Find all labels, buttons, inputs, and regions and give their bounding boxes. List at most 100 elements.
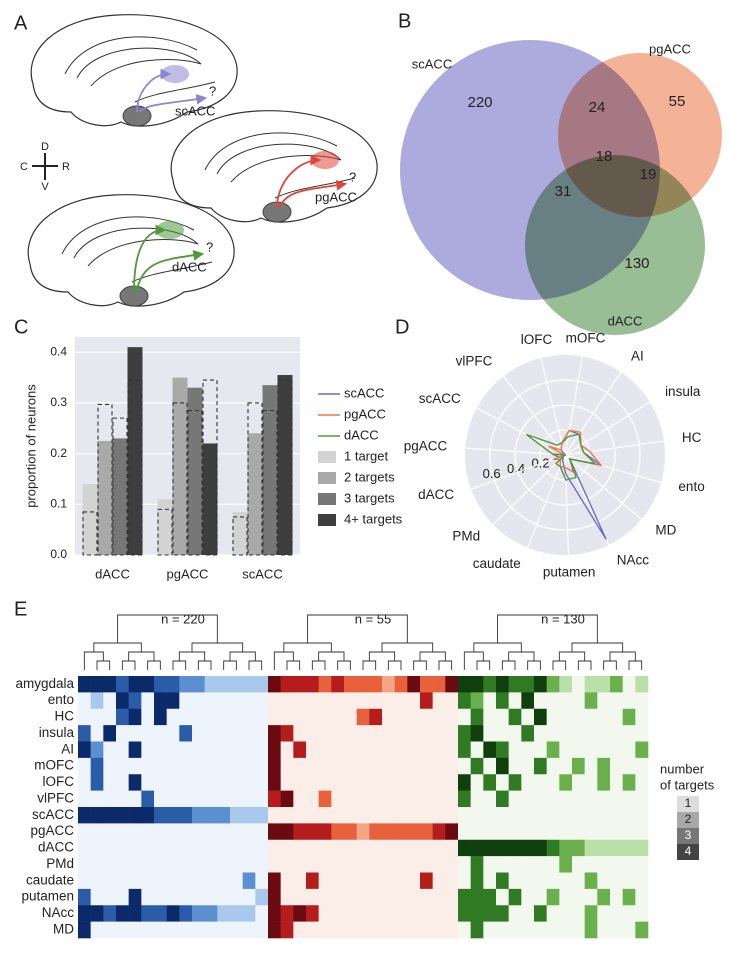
heat-cell — [90, 692, 104, 710]
heat-cell — [445, 692, 459, 710]
heat-cell — [268, 790, 281, 808]
heat-cell — [280, 692, 294, 710]
heat-cell — [559, 872, 573, 890]
heat-cell — [610, 839, 623, 857]
heat-cell — [635, 921, 649, 939]
legend-label: 1 target — [344, 448, 388, 463]
heat-cell — [496, 790, 509, 808]
heat-cell — [192, 790, 205, 808]
heat-cell — [445, 921, 459, 939]
heat-cell — [217, 774, 231, 791]
heat-cell — [420, 757, 433, 775]
heat-cell — [255, 888, 269, 906]
venn-count: 24 — [589, 99, 606, 116]
heat-cell — [407, 790, 421, 808]
heat-cell — [407, 839, 421, 857]
heat-cell — [90, 905, 104, 922]
heat-cell — [584, 741, 598, 759]
x-tick-label: scACC — [242, 566, 282, 581]
bar — [97, 440, 113, 555]
heat-cell — [344, 807, 357, 824]
heat-cell — [331, 856, 345, 873]
heat-cell — [116, 708, 129, 726]
heat-cell — [242, 676, 256, 693]
heat-cell — [584, 839, 598, 857]
row-label: NAcc — [42, 905, 75, 920]
heat-cell — [78, 856, 91, 873]
x-tick-label: dACC — [95, 566, 130, 581]
heat-cell — [496, 708, 509, 726]
heat-cell — [534, 823, 547, 841]
heat-cell — [116, 872, 129, 890]
heat-cell — [128, 823, 142, 841]
heat-cell — [280, 905, 294, 922]
heat-cell — [432, 921, 446, 939]
heat-cell — [534, 741, 547, 759]
heat-cell — [217, 888, 231, 906]
heat-cell — [90, 790, 104, 808]
heat-cell — [90, 807, 104, 824]
heat-cell — [458, 757, 471, 775]
heat-cell — [394, 757, 408, 775]
heat-cell — [622, 692, 636, 710]
heat-cell — [318, 856, 332, 873]
heat-cell — [394, 708, 408, 726]
heat-cell — [103, 807, 117, 824]
heat-cell — [192, 807, 205, 824]
heat-cell — [521, 708, 535, 726]
heat-cell — [470, 905, 484, 922]
heat-cell — [458, 856, 471, 873]
heat-cell — [268, 774, 281, 791]
heat-cell — [293, 823, 307, 841]
heat-cell — [192, 774, 205, 791]
legend-label: scACC — [344, 385, 384, 400]
heat-cell — [369, 823, 383, 841]
heat-cell — [166, 921, 180, 939]
heat-cell — [584, 823, 598, 841]
heat-cell — [217, 708, 231, 726]
bar — [247, 433, 263, 555]
compass-label: R — [62, 161, 70, 173]
heat-cell — [331, 823, 345, 841]
heat-cell — [622, 905, 636, 922]
heat-cell — [78, 823, 91, 841]
heat-cell — [293, 888, 307, 906]
axis-label: PMd — [452, 529, 480, 544]
heat-cell — [635, 807, 649, 824]
row-label: ento — [48, 692, 74, 707]
axis-label: AI — [631, 349, 644, 364]
heat-cell — [268, 741, 281, 759]
heat-cell — [217, 741, 231, 759]
heat-cell — [521, 692, 535, 710]
heat-cell — [394, 905, 408, 922]
heat-cell — [242, 741, 256, 759]
legend-label: 2 targets — [344, 469, 395, 484]
heat-cell — [116, 676, 129, 693]
heat-cell — [546, 823, 560, 841]
heat-cell — [521, 872, 535, 890]
heat-cell — [508, 725, 522, 742]
heat-cell — [306, 839, 319, 857]
heat-cell — [141, 774, 155, 791]
row-label: putamen — [21, 889, 74, 904]
heat-cell — [204, 757, 218, 775]
venn-count: 55 — [669, 93, 686, 110]
heat-cell — [420, 676, 433, 693]
heat-cell — [382, 708, 395, 726]
heat-cell — [166, 856, 180, 873]
heat-cell — [318, 676, 332, 693]
heat-cell — [534, 921, 547, 939]
heat-cell — [445, 676, 459, 693]
heat-cell — [356, 708, 370, 726]
heat-cell — [534, 888, 547, 906]
heat-cell — [154, 888, 167, 906]
heat-cell — [584, 856, 598, 873]
heat-cell — [521, 725, 535, 742]
heat-cell — [141, 790, 155, 808]
heat-cell — [103, 774, 117, 791]
heat-cell — [382, 839, 395, 857]
heat-cell — [331, 774, 345, 791]
y-tick-label: 0.1 — [50, 496, 67, 510]
colorbar-swatch — [677, 812, 699, 828]
heat-cell — [420, 888, 433, 906]
